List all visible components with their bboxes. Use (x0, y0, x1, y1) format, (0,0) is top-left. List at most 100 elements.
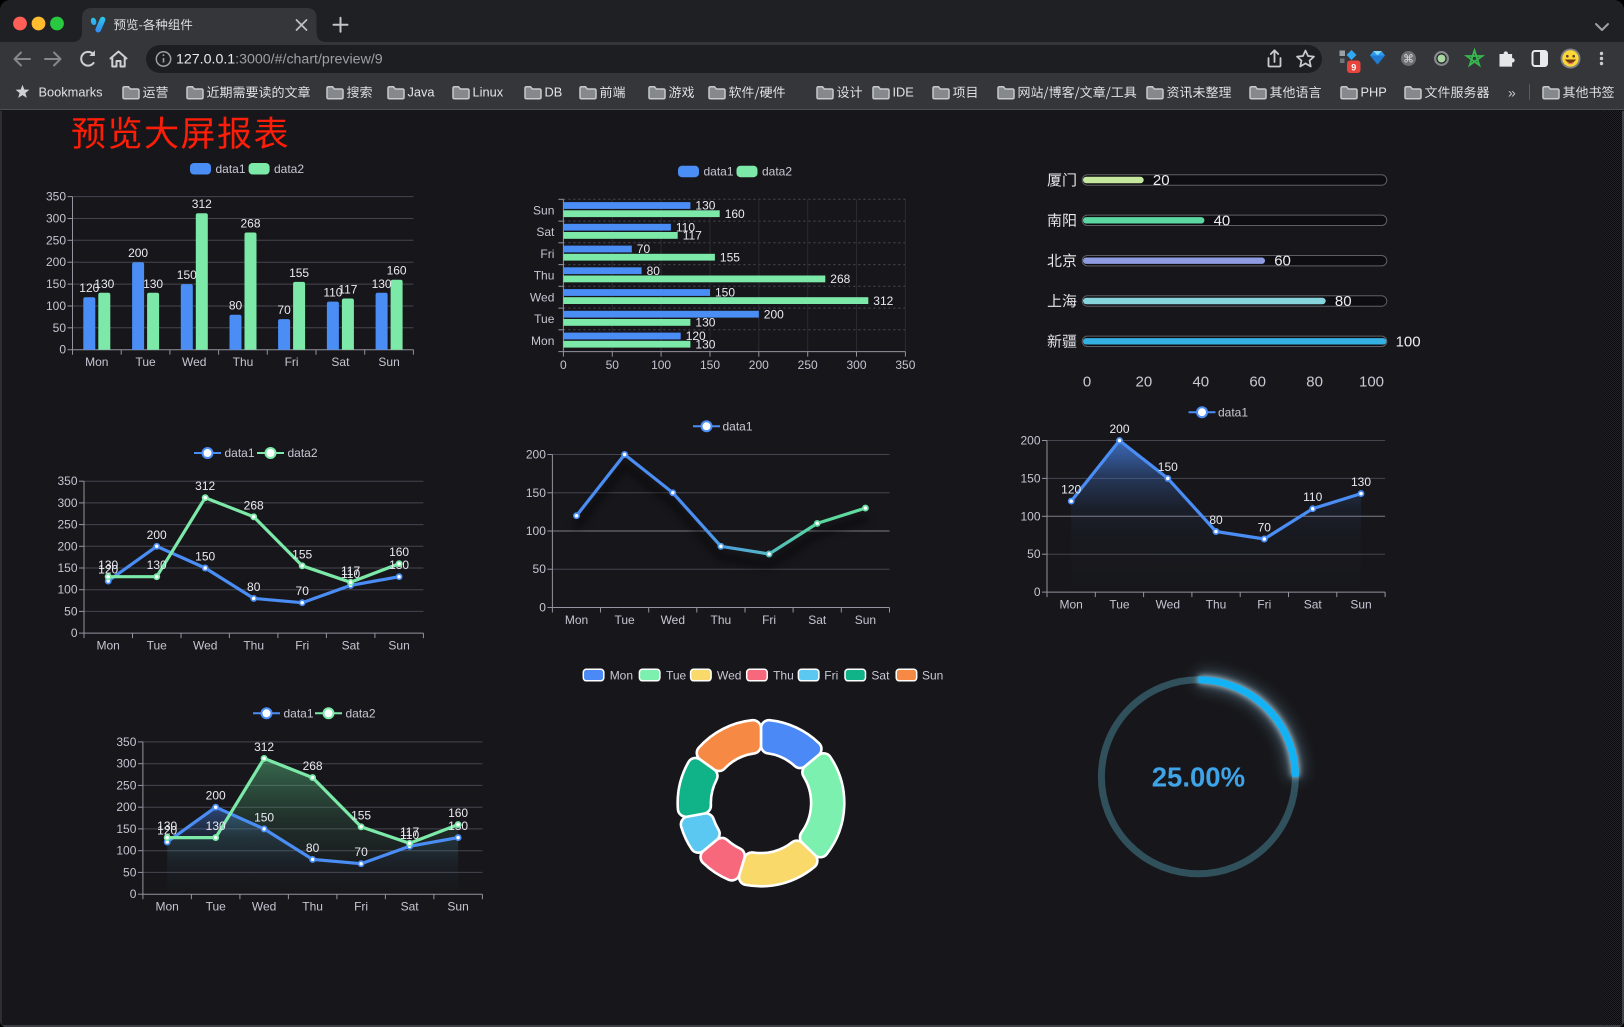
svg-text:200: 200 (116, 800, 136, 814)
svg-text:Tue: Tue (206, 900, 227, 914)
svg-text:200: 200 (526, 448, 546, 462)
svg-text:0: 0 (130, 887, 137, 901)
svg-text:150: 150 (46, 277, 66, 291)
svg-text:130: 130 (157, 819, 177, 833)
svg-text:Sat: Sat (1304, 598, 1323, 612)
svg-text:Sat: Sat (808, 613, 827, 627)
svg-text:0: 0 (71, 626, 78, 640)
svg-text:Fri: Fri (1257, 598, 1271, 612)
svg-text:150: 150 (1020, 471, 1040, 485)
svg-text:130: 130 (695, 316, 715, 330)
svg-text:268: 268 (240, 217, 260, 231)
svg-text:117: 117 (338, 283, 357, 297)
svg-text:20: 20 (1136, 374, 1153, 391)
svg-text:data1: data1 (1218, 405, 1248, 419)
svg-text:80: 80 (306, 841, 320, 855)
svg-text:Mon: Mon (156, 900, 179, 914)
svg-text:data2: data2 (346, 707, 376, 721)
svg-text:312: 312 (254, 740, 274, 754)
svg-text:150: 150 (1158, 460, 1178, 474)
svg-text:80: 80 (229, 299, 243, 313)
svg-text:130: 130 (206, 819, 226, 833)
svg-text:Tue: Tue (534, 312, 555, 326)
svg-text:Mon: Mon (85, 355, 108, 369)
svg-text:40: 40 (1192, 374, 1209, 391)
svg-text:50: 50 (533, 562, 547, 576)
svg-text:100: 100 (1020, 509, 1040, 523)
svg-text:155: 155 (351, 808, 371, 822)
svg-text:Tue: Tue (147, 639, 168, 653)
svg-text:Sat: Sat (342, 639, 361, 653)
svg-text:300: 300 (46, 212, 66, 226)
svg-text:70: 70 (296, 584, 310, 598)
svg-text:PHP: PHP (1361, 85, 1387, 100)
svg-text:Sun: Sun (447, 900, 468, 914)
svg-text:Fri: Fri (540, 247, 554, 261)
svg-text:Thu: Thu (233, 355, 254, 369)
svg-text:data2: data2 (274, 162, 304, 176)
svg-text:⌘: ⌘ (1403, 54, 1414, 66)
svg-text:50: 50 (606, 358, 620, 372)
svg-text:160: 160 (725, 207, 745, 221)
svg-text:Thu: Thu (1206, 598, 1227, 612)
svg-text:100: 100 (651, 358, 671, 372)
svg-text:300: 300 (116, 757, 136, 771)
svg-text:312: 312 (195, 479, 215, 493)
svg-text:60: 60 (1274, 253, 1291, 270)
svg-text:Wed: Wed (717, 669, 741, 683)
svg-text:350: 350 (895, 358, 915, 372)
svg-text:150: 150 (526, 486, 546, 500)
svg-text:268: 268 (244, 498, 264, 512)
svg-text:40: 40 (1214, 212, 1231, 229)
svg-text:200: 200 (147, 528, 167, 542)
svg-text:Thu: Thu (534, 269, 555, 283)
svg-text:Tue: Tue (135, 355, 156, 369)
svg-text:312: 312 (873, 294, 893, 308)
svg-text:117: 117 (400, 825, 419, 839)
svg-text:Wed: Wed (530, 290, 554, 304)
svg-text:data1: data1 (704, 165, 734, 179)
svg-text:80: 80 (647, 264, 661, 278)
svg-text:150: 150 (177, 268, 197, 282)
svg-text:50: 50 (123, 865, 137, 879)
svg-text:150: 150 (116, 822, 136, 836)
svg-text:Tue: Tue (666, 669, 687, 683)
svg-text:70: 70 (277, 303, 291, 317)
svg-text:Mon: Mon (531, 334, 554, 348)
svg-text:130: 130 (695, 337, 715, 351)
svg-text:120: 120 (157, 824, 177, 838)
svg-text:IDE: IDE (893, 85, 914, 100)
svg-text:300: 300 (846, 358, 866, 372)
svg-text:data2: data2 (288, 446, 318, 460)
svg-text:Tue: Tue (1109, 598, 1130, 612)
svg-text:Wed: Wed (193, 639, 217, 653)
svg-text:Sat: Sat (401, 900, 420, 914)
svg-text:250: 250 (46, 233, 66, 247)
svg-text:312: 312 (192, 197, 212, 211)
svg-text:100: 100 (46, 299, 66, 313)
svg-text:Thu: Thu (773, 669, 794, 683)
svg-text:200: 200 (1109, 422, 1129, 436)
svg-text:Mon: Mon (565, 613, 588, 627)
svg-text:130: 130 (372, 277, 392, 291)
svg-text:0: 0 (1083, 374, 1091, 391)
svg-text:300: 300 (57, 496, 77, 510)
svg-text:Mon: Mon (1060, 598, 1083, 612)
svg-text:Fri: Fri (285, 355, 299, 369)
svg-text:150: 150 (715, 286, 735, 300)
svg-text:100: 100 (57, 583, 77, 597)
svg-text:155: 155 (720, 250, 740, 264)
svg-text:Sat: Sat (331, 355, 350, 369)
svg-text:70: 70 (354, 845, 368, 859)
svg-text:Java: Java (408, 85, 436, 100)
svg-text:DB: DB (545, 85, 563, 100)
svg-text:150: 150 (195, 550, 215, 564)
svg-text:data1: data1 (225, 446, 255, 460)
svg-text:150: 150 (700, 358, 720, 372)
svg-text:70: 70 (637, 242, 651, 256)
svg-text:Fri: Fri (824, 669, 838, 683)
svg-text:Tue: Tue (614, 613, 635, 627)
svg-text:Wed: Wed (1156, 598, 1180, 612)
svg-text:110: 110 (1303, 490, 1322, 504)
svg-text:»: » (1508, 85, 1516, 101)
